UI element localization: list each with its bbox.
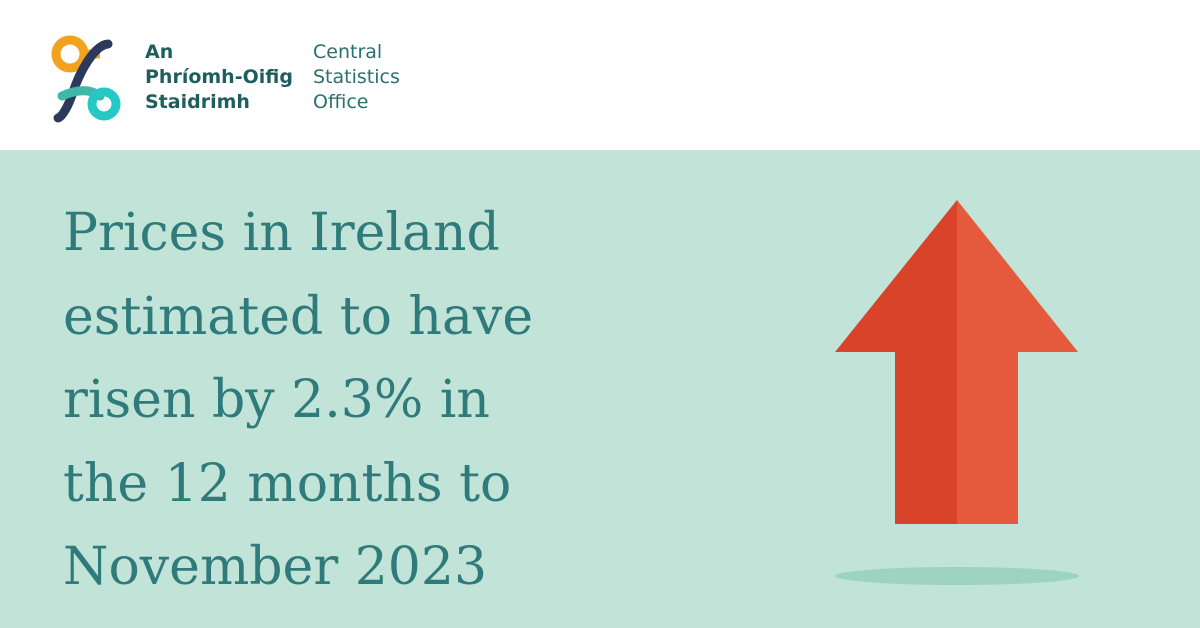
logo-text: Phríomh-Oifig [145, 66, 293, 88]
panel: Prices in Ireland estimated to have risen … [0, 150, 1200, 628]
logo-english: Central Statistics Office [313, 40, 400, 115]
headline: Prices in Ireland estimated to have risen … [63, 192, 533, 610]
logo-text: Staidrimh [145, 91, 250, 113]
logo-orange-ring [51, 35, 89, 73]
arrow-right [957, 200, 1078, 524]
headline-line: November 2023 [63, 537, 488, 597]
logo-text: Central [313, 41, 383, 63]
headline-line: estimated to have [63, 286, 534, 347]
logo-cyan-ring [87, 87, 121, 121]
header: An Phríomh-Oifig Staidrimh Central Stati… [0, 0, 1200, 150]
headline-line: the 12 months to [63, 453, 512, 514]
logo-text: An [145, 41, 174, 63]
logo-irish: An Phríomh-Oifig Staidrimh [145, 40, 293, 115]
logo-text: Statistics [313, 66, 400, 88]
headline-line: Prices in Ireland [63, 203, 500, 263]
arrow-left [835, 200, 957, 524]
arrow-graphic [835, 200, 1079, 585]
logo-mark [51, 35, 121, 123]
logo-text: Office [313, 91, 369, 113]
arrow-shadow [835, 567, 1079, 585]
headline-line: risen by 2.3% in [63, 370, 490, 430]
